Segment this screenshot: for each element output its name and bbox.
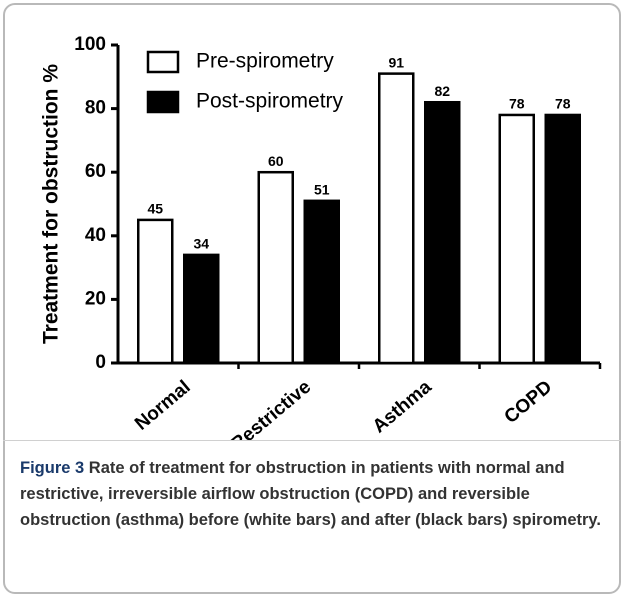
separator <box>3 440 621 441</box>
bar <box>303 199 340 365</box>
bar <box>378 72 415 365</box>
legend-swatch <box>146 90 180 114</box>
y-tick-label: 20 <box>85 288 106 309</box>
value-label: 91 <box>388 54 404 70</box>
y-tick-label: 0 <box>95 352 106 373</box>
caption: Figure 3 Rate of treatment for obstructi… <box>20 455 610 533</box>
legend-label: Pre-spirometry <box>196 50 334 73</box>
bar <box>498 113 535 365</box>
bar <box>183 253 220 365</box>
y-tick-label: 40 <box>85 225 106 246</box>
caption-label: Figure 3 <box>20 459 85 477</box>
x-tick-label: Restrictive <box>227 377 315 440</box>
value-label: 78 <box>509 96 525 112</box>
bar <box>424 100 461 365</box>
x-tick-label: Asthma <box>369 376 436 437</box>
x-tick-label: COPD <box>501 377 557 428</box>
y-tick-label: 100 <box>74 34 106 55</box>
bar <box>257 170 294 365</box>
frame <box>3 3 621 594</box>
value-label: 60 <box>268 153 284 169</box>
value-label: 34 <box>193 236 209 252</box>
y-tick-label: 60 <box>85 161 106 182</box>
bar <box>544 113 581 365</box>
value-label: 82 <box>434 83 450 99</box>
caption-text: Rate of treatment for obstruction in pat… <box>20 459 601 529</box>
legend-swatch <box>146 50 180 74</box>
y-axis-title: Treatment for obstruction % <box>40 64 63 344</box>
value-label: 51 <box>314 182 330 198</box>
x-tick-label: Normal <box>131 377 195 435</box>
value-label: 45 <box>147 201 163 217</box>
value-label: 78 <box>555 96 571 112</box>
legend-label: Post-spirometry <box>196 90 344 113</box>
y-tick-label: 80 <box>85 98 106 119</box>
chart: Treatment for obstruction % 0 20 40 60 80 100… <box>40 34 602 440</box>
bar <box>137 218 174 365</box>
